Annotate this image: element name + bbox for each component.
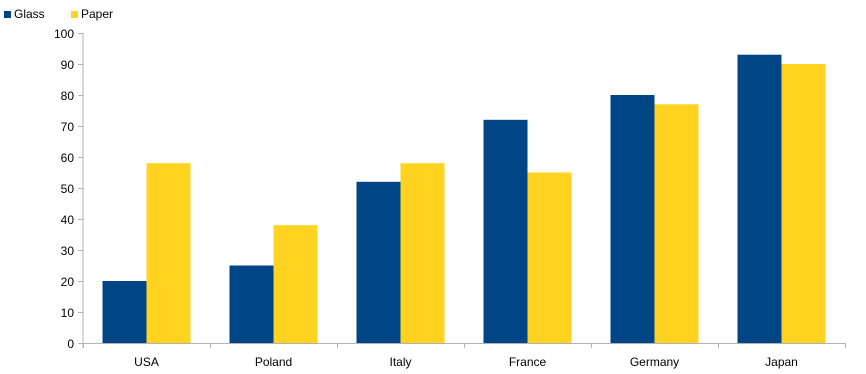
y-tick-label: 100 [54,27,74,41]
bar-paper-germany [654,104,699,343]
y-axis: 0 10 20 30 40 50 60 70 80 90 100 [54,27,84,351]
x-tick-label: Japan [765,355,798,369]
x-axis: USA Poland Italy France Germany Japan [83,343,846,369]
bar-paper-poland [273,225,318,343]
bar-paper-usa [146,163,191,343]
x-tick-label: Germany [630,355,679,369]
y-tick-label: 40 [61,213,75,227]
y-tick-label: 20 [61,275,75,289]
legend-swatch-paper [71,11,78,18]
legend-label-glass: Glass [14,7,45,21]
bar-glass-poland [229,265,274,343]
y-tick-label: 90 [61,58,75,72]
y-tick-label: 70 [61,120,75,134]
bar-glass-japan [737,54,782,343]
bar-glass-italy [356,181,401,343]
bar-glass-germany [610,95,655,343]
bar-paper-france [527,172,572,343]
x-tick-label: Italy [389,355,411,369]
bar-paper-japan [781,64,826,343]
bars [102,54,826,343]
x-tick-label: France [509,355,547,369]
y-tick-label: 60 [61,151,75,165]
bar-glass-france [483,119,528,343]
legend-swatch-glass [4,11,11,18]
x-tick-label: Poland [255,355,292,369]
y-tick-label: 80 [61,89,75,103]
bar-paper-italy [400,163,445,343]
y-tick-label: 0 [67,337,74,351]
y-tick-label: 30 [61,244,75,258]
y-tick-label: 50 [61,182,75,196]
y-tick-label: 10 [61,306,75,320]
x-tick-label: USA [134,355,159,369]
bar-glass-usa [102,281,147,343]
legend: Glass Paper [4,7,113,21]
legend-label-paper: Paper [81,7,113,21]
